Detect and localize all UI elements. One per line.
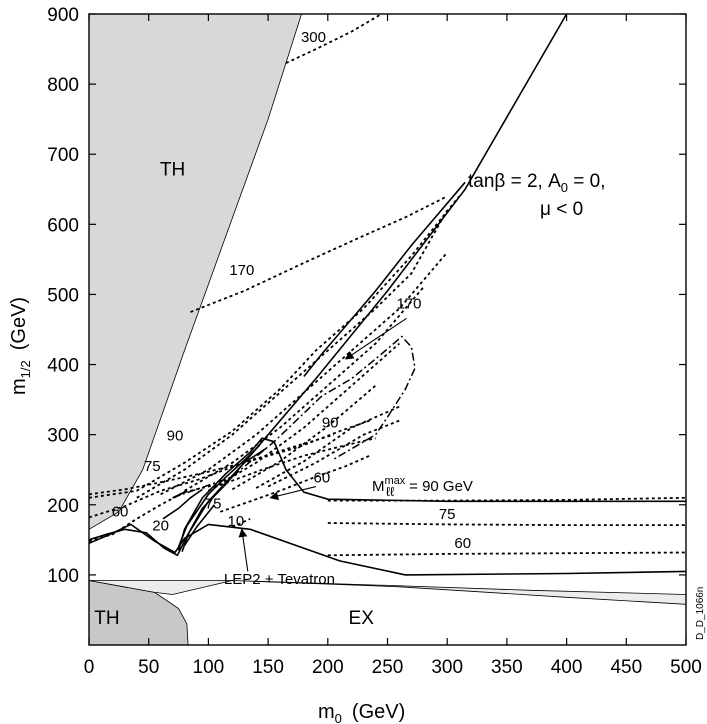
contour-22 bbox=[220, 454, 370, 513]
x-axis-title-sub: 0 bbox=[335, 711, 342, 724]
shaded-regions bbox=[88, 13, 687, 646]
contour-value-label: 75 bbox=[439, 506, 456, 523]
contour-17 bbox=[267, 419, 400, 488]
contour-15 bbox=[231, 384, 377, 491]
y-tick-label: 300 bbox=[47, 426, 79, 447]
y-tick-label: 400 bbox=[47, 356, 79, 377]
contour-25 bbox=[285, 13, 382, 64]
region-2 bbox=[88, 580, 687, 605]
contour-0 bbox=[88, 523, 687, 576]
contour-value-label: 90 bbox=[322, 415, 339, 432]
y-tick-label: 600 bbox=[47, 215, 79, 236]
condition-line-1-sub: 0 bbox=[561, 180, 568, 195]
chart-labels: TH TH EX 300 170 170 90 90 75 60 60 20 75 10 75 60 Mmax ℓ… bbox=[94, 29, 473, 629]
arrow-0 bbox=[344, 317, 407, 360]
contour-24 bbox=[190, 195, 448, 313]
mll-label: Mmax ℓℓ = 90 GeV bbox=[372, 475, 473, 499]
condition-line-1-main: tanβ = 2, A bbox=[468, 171, 561, 192]
contour-value-label: 90 bbox=[167, 427, 184, 444]
contour-20 bbox=[88, 433, 335, 519]
figure-identifier: D_D_1066n bbox=[695, 587, 706, 640]
contour-value-label: 20 bbox=[152, 518, 169, 535]
condition-line-1-end: = 0, bbox=[568, 171, 606, 192]
y-tick-label: 700 bbox=[47, 145, 79, 166]
arrow-1 bbox=[269, 486, 316, 501]
y-axis-title-main: m bbox=[8, 378, 30, 395]
x-tick-label: 500 bbox=[670, 657, 702, 678]
contour-12 bbox=[160, 251, 448, 496]
x-tick-label: 350 bbox=[491, 657, 523, 678]
contour-value-label: 60 bbox=[454, 535, 471, 552]
contour-16 bbox=[255, 405, 400, 489]
contour-14 bbox=[207, 342, 400, 492]
contour-6 bbox=[183, 504, 216, 546]
contour-3 bbox=[177, 444, 261, 548]
condition-line-2: μ < 0 bbox=[540, 199, 583, 220]
y-tick-label: 100 bbox=[47, 566, 79, 587]
mll-label-prefix: M bbox=[372, 478, 385, 495]
contour-11 bbox=[136, 209, 448, 499]
contour-28 bbox=[327, 551, 687, 557]
contour-9 bbox=[172, 335, 416, 499]
x-axis-title-unit: (GeV) bbox=[352, 701, 405, 723]
mll-label-sub: ℓℓ bbox=[386, 484, 395, 499]
y-axis-title-unit: (GeV) bbox=[8, 297, 30, 350]
contour-27 bbox=[327, 522, 686, 526]
x-tick-label: 200 bbox=[312, 657, 344, 678]
contour-10 bbox=[88, 195, 460, 499]
y-tick-label: 200 bbox=[47, 496, 79, 517]
y-tick-label: 800 bbox=[47, 75, 79, 96]
region-label: EX bbox=[349, 608, 375, 629]
region-label: TH bbox=[160, 159, 185, 180]
annotation-arrows bbox=[238, 317, 407, 572]
region-0 bbox=[88, 13, 303, 530]
contour-value-label: 75 bbox=[205, 495, 222, 512]
x-tick-label: 100 bbox=[193, 657, 225, 678]
y-tick-label: 900 bbox=[47, 5, 79, 26]
contour-21 bbox=[88, 482, 221, 543]
contour-value-label: 300 bbox=[301, 29, 326, 46]
x-tick-label: 150 bbox=[252, 657, 284, 678]
contour-4 bbox=[303, 181, 466, 377]
contour-18 bbox=[88, 419, 370, 496]
x-tick-label: 450 bbox=[610, 657, 642, 678]
contour-2 bbox=[177, 437, 686, 551]
x-tick-label: 250 bbox=[372, 657, 404, 678]
lep2-tevatron-label: LEP2 + Tevatron bbox=[224, 571, 335, 588]
contour-value-label: 75 bbox=[144, 458, 161, 475]
mll-label-suffix: = 90 GeV bbox=[405, 478, 473, 495]
x-axis-title-main: m bbox=[318, 701, 335, 723]
y-axis-title: m1/2 (GeV) bbox=[8, 297, 33, 395]
axis-ticks: 0 50 100 150 200 250 300 350 400 450 5001002003004… bbox=[47, 5, 702, 678]
x-tick-label: 300 bbox=[431, 657, 463, 678]
contour-value-label: 10 bbox=[228, 513, 245, 530]
contour-5 bbox=[181, 448, 267, 553]
contour-value-label: 60 bbox=[112, 504, 129, 521]
mll-label-sup: max bbox=[384, 475, 405, 487]
x-tick-label: 50 bbox=[138, 657, 159, 678]
y-axis-title-sub: 1/2 bbox=[18, 360, 33, 378]
x-tick-label: 0 bbox=[84, 657, 95, 678]
region-label: TH bbox=[94, 608, 119, 629]
y-tick-label: 500 bbox=[47, 285, 79, 306]
arrow-2 bbox=[238, 528, 249, 572]
contour-value-label: 60 bbox=[313, 469, 330, 486]
x-tick-label: 400 bbox=[551, 657, 583, 678]
contour-7 bbox=[162, 488, 203, 520]
condition-line-1: tanβ = 2, A0 = 0, bbox=[468, 171, 606, 195]
x-axis-title: m0 (GeV) bbox=[318, 701, 405, 724]
contour-value-label: 170 bbox=[396, 295, 421, 312]
contour-value-label: 170 bbox=[229, 262, 254, 279]
